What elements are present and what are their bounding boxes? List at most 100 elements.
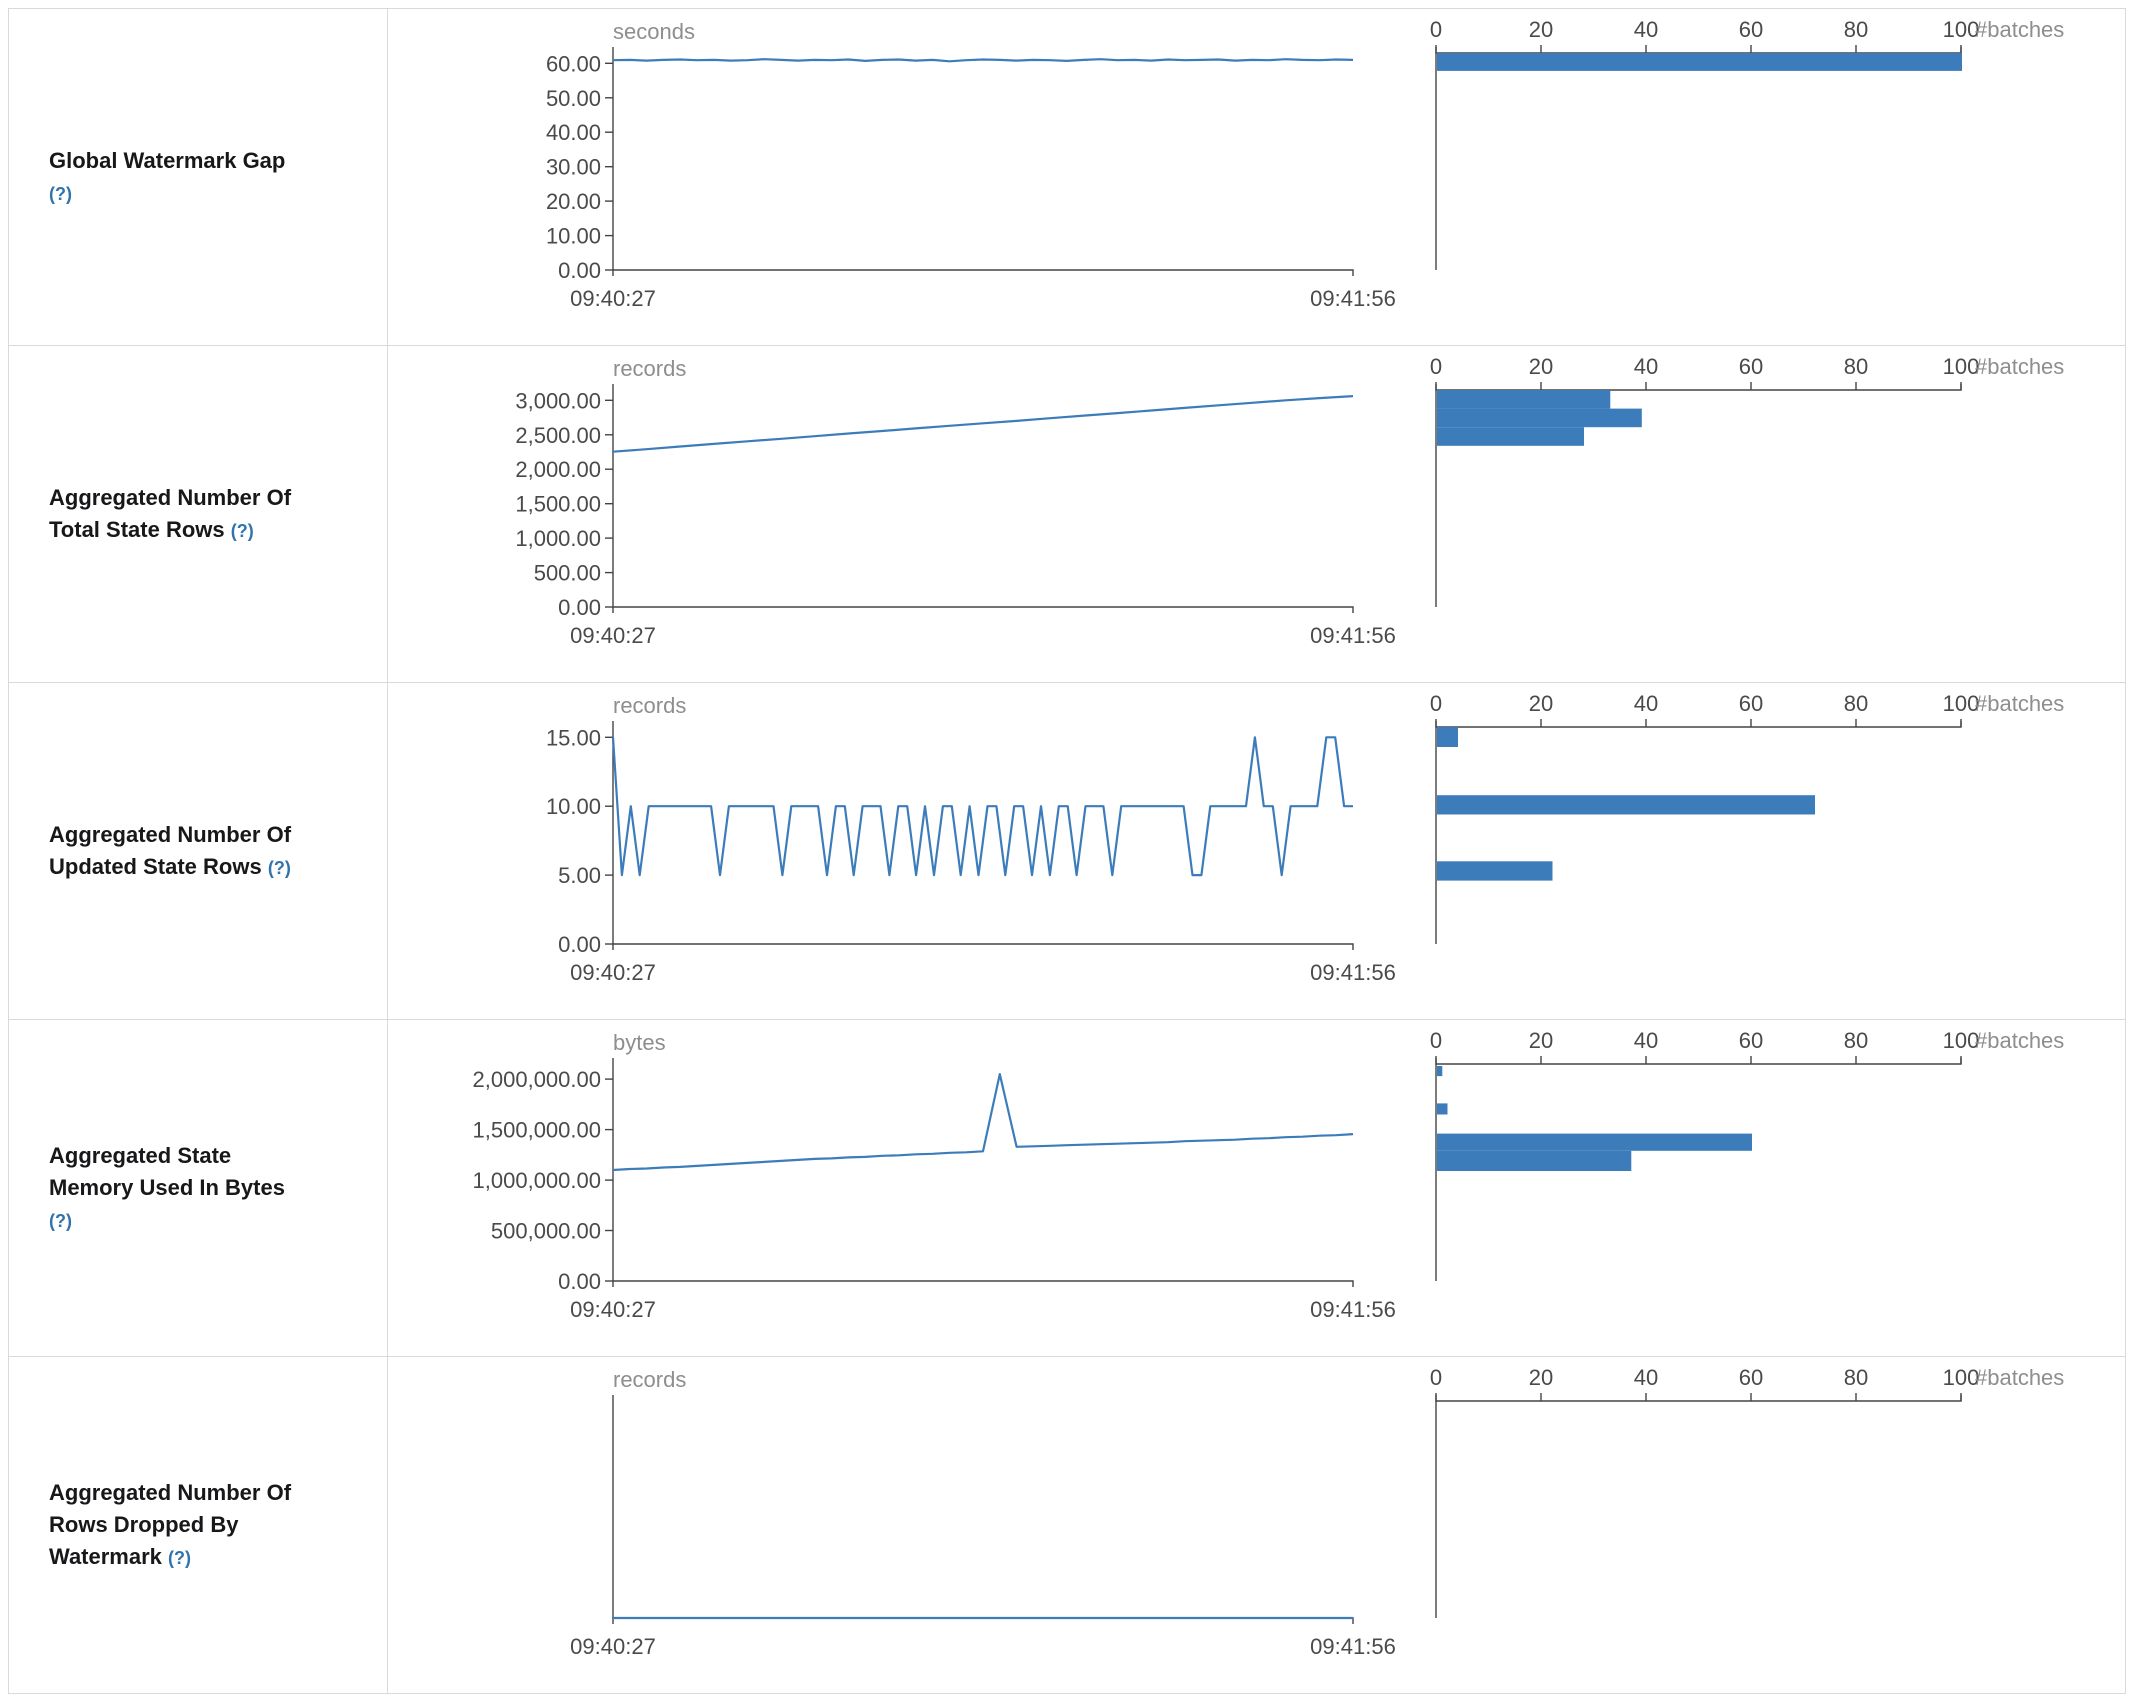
batches-tick-label: 60: [1739, 691, 1763, 716]
y-tick-label: 1,000,000.00: [473, 1168, 601, 1193]
batches-tick-label: 80: [1844, 691, 1868, 716]
batches-tick-label: 100: [1943, 1365, 1980, 1390]
histogram-chart: 0 20 40 60 80 100 #batches: [1398, 683, 2125, 1019]
x-start-time-label: 09:40:27: [570, 1297, 656, 1322]
batches-axis-label: #batches: [1975, 354, 2064, 379]
metric-title: Aggregated Number Of Total State Rows: [49, 485, 292, 542]
y-tick-label: 0.00: [558, 932, 601, 957]
y-tick-label: 40.00: [546, 120, 601, 145]
batches-axis-line: [1435, 721, 1962, 728]
x-end-time-label: 09:41:56: [1310, 1634, 1396, 1659]
help-link[interactable]: (?): [168, 1547, 192, 1568]
x-end-time-label: 09:41:56: [1310, 960, 1396, 985]
metric-label-cell: Global Watermark Gap (?): [9, 9, 388, 345]
timeline-svg: records 09:40:27 09:41:56: [570, 1367, 1396, 1659]
metric-row-total-state-rows: Aggregated Number Of Total State Rows (?…: [9, 346, 2125, 683]
x-end-time-label: 09:41:56: [1310, 623, 1396, 648]
histogram-chart: 0 20 40 60 80 100 #batches: [1398, 1357, 2125, 1693]
y-tick-label: 3,000.00: [515, 388, 601, 413]
batches-tick-label: 20: [1529, 354, 1553, 379]
batches-tick-label: 100: [1943, 691, 1980, 716]
x-start-time-label: 09:40:27: [570, 623, 656, 648]
batches-tick-label: 0: [1430, 1028, 1442, 1053]
x-start-time-label: 09:40:27: [570, 960, 656, 985]
y-tick-label: 10.00: [546, 224, 601, 249]
y-tick-label: 20.00: [546, 189, 601, 214]
unit-label: records: [613, 693, 686, 718]
batches-axis-label: #batches: [1975, 17, 2064, 42]
help-link[interactable]: (?): [267, 858, 291, 878]
metric-label-cell: Aggregated Number Of Total State Rows (?…: [9, 346, 388, 682]
metric-title: Aggregated State Memory Used In Bytes: [49, 1143, 285, 1201]
y-tick-label: 10.00: [546, 794, 601, 819]
y-tick-label: 15.00: [546, 725, 601, 750]
timeline-svg: seconds 0.00 10.00 20.00 30.00 40.00 50.00 60.0…: [546, 19, 1396, 311]
metric-row-updated-state-rows: Aggregated Number Of Updated State Rows …: [9, 683, 2125, 1020]
unit-label: seconds: [613, 19, 695, 44]
metric-row-global-watermark-gap: Global Watermark Gap (?) seconds 0.00 10.0…: [9, 9, 2125, 346]
batches-tick-label: 80: [1844, 354, 1868, 379]
batches-tick-label: 60: [1739, 1028, 1763, 1053]
batches-tick-label: 100: [1943, 17, 1980, 42]
batches-tick-label: 0: [1430, 354, 1442, 379]
y-tick-label: 2,500.00: [515, 423, 601, 448]
y-tick-label: 1,500,000.00: [473, 1118, 601, 1143]
timeline-chart: records 0.00 5.00 10.00 15.00 09:40:27 09:41:5…: [388, 683, 1398, 1019]
metric-row-rows-dropped-by-watermark: Aggregated Number Of Rows Dropped By Wat…: [9, 1357, 2125, 1693]
metric-row-state-memory-used: Aggregated State Memory Used In Bytes (?…: [9, 1020, 2125, 1357]
timeline-svg: records 0.00 5.00 10.00 15.00 09:40:27 09:41:5…: [546, 693, 1396, 985]
batches-tick-label: 20: [1529, 17, 1553, 42]
batches-tick-label: 20: [1529, 1365, 1553, 1390]
help-link[interactable]: (?): [49, 1210, 72, 1231]
histogram-bar: [1437, 390, 1611, 409]
y-tick-label: 500,000.00: [491, 1219, 601, 1244]
histogram-svg: 0 20 40 60 80 100#batches: [1430, 354, 2064, 607]
timeline-svg: bytes 0.00 500,000.00 1,000,000.00 1,500,000…: [473, 1030, 1396, 1322]
y-tick-label: 2,000,000.00: [473, 1067, 601, 1092]
batches-tick-label: 60: [1739, 1365, 1763, 1390]
y-tick-label: 5.00: [558, 863, 601, 888]
y-tick-label: 1,500.00: [515, 492, 601, 517]
x-end-time-label: 09:41:56: [1310, 286, 1396, 311]
x-axis-line: [612, 943, 1354, 950]
help-link[interactable]: (?): [49, 184, 72, 204]
batches-axis-label: #batches: [1975, 691, 2064, 716]
timeline-chart: seconds 0.00 10.00 20.00 30.00 40.00 50.00 60.0…: [388, 9, 1398, 345]
timeline-line: [612, 1072, 1354, 1172]
batches-tick-label: 80: [1844, 1028, 1868, 1053]
y-tick-label: 0.00: [558, 595, 601, 620]
x-axis-line: [612, 606, 1354, 613]
batches-tick-label: 0: [1430, 17, 1442, 42]
batches-axis-line: [1435, 1058, 1962, 1065]
histogram-svg: 0 20 40 60 80 100#batches: [1430, 1028, 2064, 1281]
y-tick-label: 2,000.00: [515, 457, 601, 482]
histogram-bar: [1437, 1103, 1448, 1115]
timeline-line: [612, 395, 1354, 453]
y-tick-label: 0.00: [558, 258, 601, 283]
timeline-svg: records 0.00 500.00 1,000.00 1,500.00 2,000.0…: [515, 356, 1396, 648]
y-tick-label: 500.00: [534, 561, 601, 586]
batches-tick-label: 40: [1634, 691, 1658, 716]
x-axis-line: [612, 269, 1354, 276]
batches-tick-label: 40: [1634, 354, 1658, 379]
histogram-chart: 0 20 40 60 80 100 #batches: [1398, 346, 2125, 682]
histogram-bar: [1437, 408, 1642, 428]
x-end-time-label: 09:41:56: [1310, 1297, 1396, 1322]
metric-title: Aggregated Number Of Updated State Rows: [49, 822, 292, 879]
timeline-chart: records 09:40:27 09:41:56: [388, 1357, 1398, 1693]
batches-axis-line: [1435, 384, 1962, 391]
batches-tick-label: 40: [1634, 1028, 1658, 1053]
y-tick-label: 1,000.00: [515, 526, 601, 551]
batches-axis-label: #batches: [1975, 1028, 2064, 1053]
batches-tick-label: 0: [1430, 691, 1442, 716]
batches-tick-label: 80: [1844, 1365, 1868, 1390]
batches-tick-label: 40: [1634, 1365, 1658, 1390]
metric-label: Aggregated Number Of Total State Rows (?…: [49, 482, 307, 546]
y-tick-label: 30.00: [546, 155, 601, 180]
metric-label-cell: Aggregated State Memory Used In Bytes (?…: [9, 1020, 388, 1356]
metric-label: Aggregated Number Of Rows Dropped By Wat…: [49, 1477, 307, 1573]
metric-label: Global Watermark Gap (?): [49, 145, 307, 209]
batches-tick-label: 60: [1739, 354, 1763, 379]
help-link[interactable]: (?): [230, 521, 254, 541]
metric-title: Aggregated Number Of Rows Dropped By Wat…: [49, 1480, 292, 1569]
